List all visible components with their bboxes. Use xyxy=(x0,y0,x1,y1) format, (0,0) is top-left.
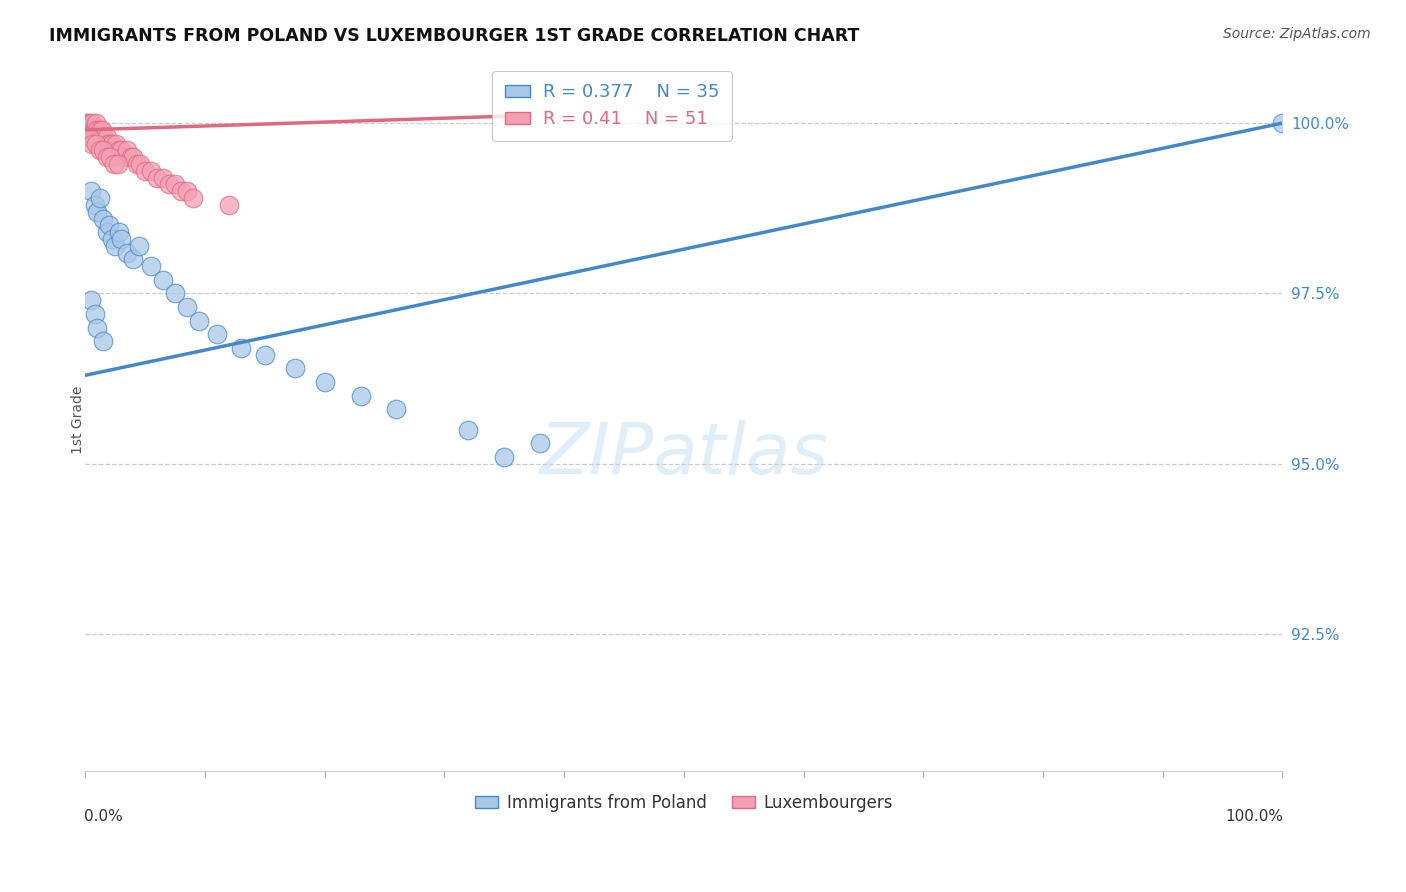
Point xyxy=(229,341,252,355)
Point xyxy=(89,144,111,158)
Point xyxy=(107,157,129,171)
Point xyxy=(176,300,198,314)
Point xyxy=(91,211,114,226)
Point xyxy=(152,170,174,185)
Point xyxy=(218,198,240,212)
Point xyxy=(104,239,127,253)
Point xyxy=(83,123,105,137)
Point xyxy=(83,198,105,212)
Point xyxy=(80,293,103,308)
Point xyxy=(94,136,117,151)
Point xyxy=(91,123,114,137)
Point xyxy=(103,157,125,171)
Point xyxy=(152,273,174,287)
Point xyxy=(314,375,336,389)
Point xyxy=(110,232,132,246)
Text: ZIPatlas: ZIPatlas xyxy=(540,420,828,489)
Point xyxy=(122,150,145,164)
Point xyxy=(139,259,162,273)
Point xyxy=(98,219,121,233)
Point xyxy=(103,144,125,158)
Point xyxy=(112,150,135,164)
Point xyxy=(91,334,114,349)
Point xyxy=(98,136,121,151)
Point xyxy=(86,204,108,219)
Point xyxy=(96,225,118,239)
Point xyxy=(187,314,209,328)
Point xyxy=(105,136,128,151)
Point xyxy=(107,144,129,158)
Point xyxy=(115,245,138,260)
Point xyxy=(77,123,100,137)
Point xyxy=(83,123,105,137)
Legend: Immigrants from Poland, Luxembourgers: Immigrants from Poland, Luxembourgers xyxy=(468,788,900,819)
Point xyxy=(494,450,516,464)
Point xyxy=(87,129,110,144)
Point xyxy=(97,136,120,151)
Point xyxy=(96,129,118,144)
Point xyxy=(84,136,107,151)
Text: 0.0%: 0.0% xyxy=(84,809,122,824)
Point xyxy=(253,348,276,362)
Point xyxy=(110,144,132,158)
Text: IMMIGRANTS FROM POLAND VS LUXEMBOURGER 1ST GRADE CORRELATION CHART: IMMIGRANTS FROM POLAND VS LUXEMBOURGER 1… xyxy=(49,27,859,45)
Point xyxy=(86,320,108,334)
Point xyxy=(457,423,479,437)
Point xyxy=(100,232,122,246)
Point xyxy=(89,123,111,137)
Point xyxy=(89,191,111,205)
Point xyxy=(86,123,108,137)
Point xyxy=(205,327,228,342)
Point xyxy=(82,116,104,130)
Point xyxy=(129,157,152,171)
Point xyxy=(90,129,112,144)
Point xyxy=(98,150,121,164)
Point xyxy=(91,129,114,144)
Point xyxy=(134,163,156,178)
Point xyxy=(77,129,100,144)
Point xyxy=(163,286,186,301)
Point xyxy=(84,116,107,130)
Point xyxy=(385,402,408,417)
Point xyxy=(176,184,198,198)
Point xyxy=(146,170,169,185)
Point xyxy=(125,157,148,171)
Point xyxy=(128,239,150,253)
Point xyxy=(115,144,138,158)
Point xyxy=(529,436,551,450)
Text: 100.0%: 100.0% xyxy=(1226,809,1284,824)
Point xyxy=(139,163,162,178)
Point xyxy=(83,307,105,321)
Point xyxy=(349,389,371,403)
Point xyxy=(80,184,103,198)
Point xyxy=(157,178,180,192)
Point xyxy=(96,150,118,164)
Point xyxy=(122,252,145,267)
Y-axis label: 1st Grade: 1st Grade xyxy=(72,385,86,454)
Point xyxy=(181,191,204,205)
Point xyxy=(75,129,97,144)
Point xyxy=(79,116,101,130)
Point xyxy=(163,178,186,192)
Point xyxy=(1271,116,1294,130)
Point xyxy=(284,361,307,376)
Point xyxy=(76,116,98,130)
Point xyxy=(82,136,104,151)
Point xyxy=(91,144,114,158)
Point xyxy=(80,123,103,137)
Point xyxy=(93,129,115,144)
Text: Source: ZipAtlas.com: Source: ZipAtlas.com xyxy=(1223,27,1371,41)
Point xyxy=(107,225,129,239)
Point xyxy=(75,116,97,130)
Point xyxy=(120,150,142,164)
Point xyxy=(100,136,122,151)
Point xyxy=(170,184,193,198)
